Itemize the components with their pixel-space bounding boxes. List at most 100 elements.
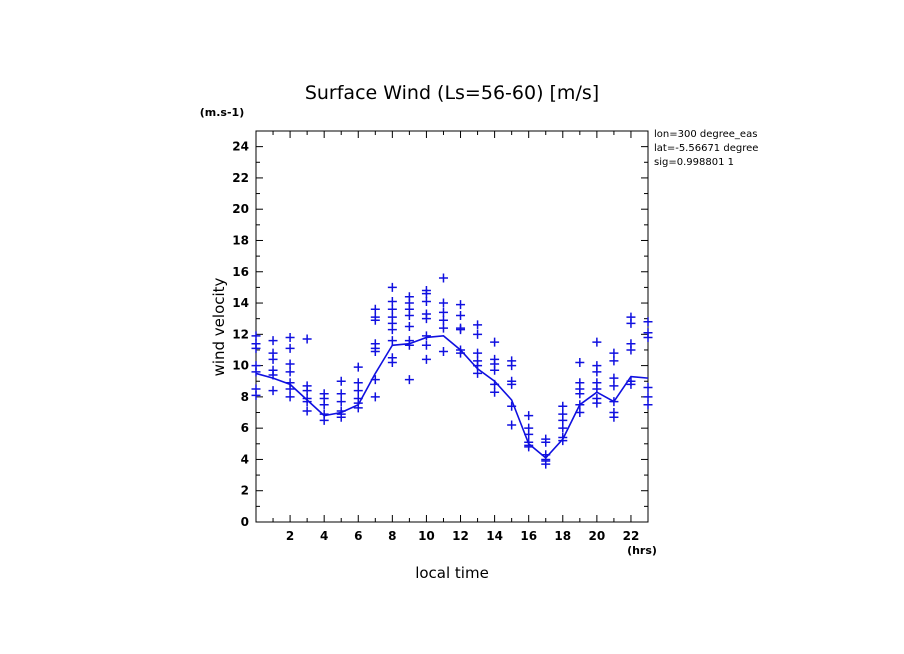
data-point [387,325,397,335]
chart-title: Surface Wind (Ls=56-60) [m/s] [305,82,599,104]
data-point [370,304,380,314]
data-point [456,348,466,358]
data-point [268,336,278,346]
data-point [473,348,483,358]
data-point [285,343,295,353]
data-point [609,397,619,407]
data-point [404,322,414,331]
x-tick-label: 6 [354,529,362,543]
y-tick-label: 16 [232,265,249,279]
mean-line [255,335,649,459]
data-point [268,370,278,380]
data-point [643,392,653,402]
data-point [268,354,278,364]
y-tick-label: 8 [241,390,249,404]
data-point [421,296,431,306]
data-point [473,368,483,378]
data-point [251,390,261,400]
data-point [353,378,363,388]
data-point [285,384,295,394]
data-point [524,411,534,421]
data-point [575,389,585,399]
data-point [592,398,602,408]
data-point [626,318,636,328]
data-point [438,347,448,357]
data-point [370,347,380,357]
data-point [609,348,619,358]
data-point [609,412,619,422]
data-point [353,386,363,396]
y-tick-label: 12 [232,327,249,341]
data-point [438,298,448,308]
data-marks [251,273,653,469]
data-point [336,397,346,407]
data-point [456,300,466,310]
x-unit-label: (hrs) [627,544,657,557]
info-line-sig: sig=0.998801 1 [654,157,734,168]
data-point [524,429,534,439]
plot-frame [255,130,649,523]
x-tick-label: 14 [486,529,503,543]
data-point [592,337,602,347]
y-tick-label: 18 [232,233,249,247]
x-tick-label: 10 [418,529,435,543]
data-point [507,401,517,411]
data-point [319,415,329,425]
data-point [643,400,653,410]
data-point [507,379,517,389]
data-point [473,320,483,330]
data-point [336,376,346,386]
data-point [336,412,346,422]
data-point [575,357,585,367]
data-point [438,323,448,333]
data-point [302,397,312,407]
y-tick-label: 0 [241,515,249,529]
data-point [558,423,568,433]
data-point [524,442,534,452]
data-point [541,459,551,469]
data-point [490,337,500,347]
data-point [643,332,653,342]
data-point [421,289,431,299]
data-point [370,392,380,402]
data-point [541,437,551,447]
data-point [387,282,397,292]
data-point [336,389,346,399]
data-point [473,329,483,339]
data-point [609,381,619,391]
data-point [438,273,448,283]
data-point [490,365,500,375]
data-point [575,400,585,410]
x-tick-label: 4 [320,529,328,543]
data-point [404,340,414,350]
data-point [404,375,414,385]
data-point [438,315,448,325]
x-tick-label: 20 [589,529,606,543]
x-tick-label: 22 [623,529,640,543]
y-tick-label: 4 [241,452,249,466]
y-tick-label: 22 [232,171,249,185]
data-point [626,345,636,355]
data-point [387,336,397,346]
y-tick-label: 24 [232,140,249,154]
data-point [421,340,431,350]
data-point [490,387,500,397]
y-tick-label: 6 [241,421,249,435]
x-tick-label: 16 [520,529,537,543]
x-tick-label: 2 [286,529,294,543]
data-point [507,420,517,430]
data-point [421,354,431,364]
y-tick-label: 10 [232,359,249,373]
data-point [251,331,261,341]
data-point [473,361,483,371]
data-point [456,325,466,335]
data-point [370,315,380,325]
y-unit-label: (m.s-1) [200,106,244,119]
data-point [285,392,295,402]
info-line-lon: lon=300 degree_eas [654,129,757,140]
data-point [643,382,653,392]
data-point [285,367,295,377]
data-point [370,375,380,385]
x-tick-label: 18 [554,529,571,543]
y-axis-label: wind velocity [210,277,228,376]
